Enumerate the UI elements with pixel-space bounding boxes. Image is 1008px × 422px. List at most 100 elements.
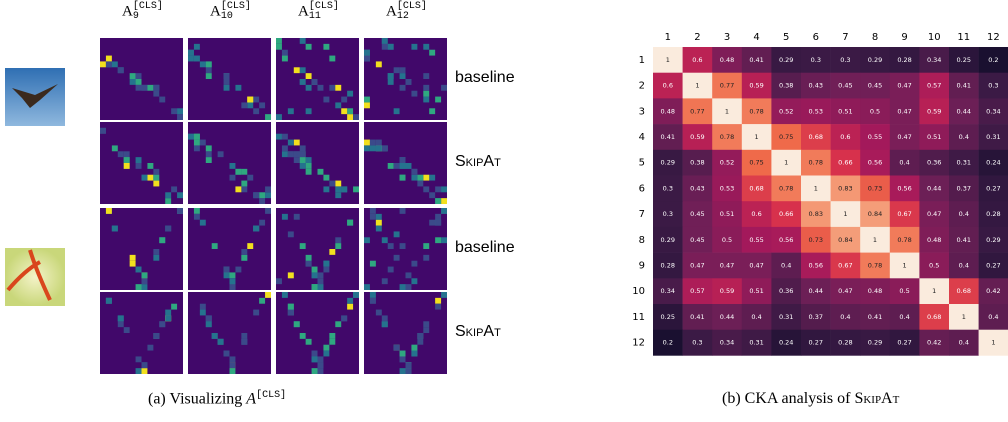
attention-cell: [299, 157, 306, 163]
cell-label: 0.47: [897, 133, 911, 141]
cell-label: 0.4: [959, 133, 969, 141]
x-tick-label: 6: [813, 32, 819, 43]
cell-label: 0.5: [722, 236, 732, 244]
cell: [978, 304, 1008, 330]
cell-label: 0.52: [720, 159, 734, 167]
cell: [801, 304, 831, 330]
cell: [919, 329, 950, 356]
attention-cell: [135, 266, 142, 273]
cell-label: 0.56: [897, 184, 911, 192]
attention-cell: [241, 254, 248, 261]
y-tick-label: 3: [639, 106, 645, 117]
x-tick-label: 7: [842, 32, 848, 43]
cell: [741, 278, 772, 305]
cell-label: 0.2: [988, 56, 998, 64]
header-base: A: [386, 3, 397, 20]
attention-cell: [335, 321, 342, 328]
attention-cell: [188, 55, 194, 62]
x-tick-label: 11: [957, 32, 970, 43]
cell-label: 0.5: [899, 287, 909, 295]
attention-cell: [193, 133, 200, 140]
cell: [860, 98, 891, 125]
cell: [919, 226, 950, 253]
cell: [741, 201, 772, 228]
attention-cell: [364, 145, 370, 152]
attention-cell: [276, 38, 282, 44]
attention-cell: [381, 237, 388, 244]
column-header: A [CLS] 12: [386, 2, 427, 22]
header-base: A: [210, 3, 221, 20]
attention-cell: [323, 96, 330, 103]
cell-label: 0.44: [720, 313, 734, 321]
attention-cell: [411, 43, 418, 50]
x-tick-label: 2: [694, 32, 700, 43]
attention-cell: [311, 350, 318, 357]
attention-cell: [281, 133, 288, 140]
attention-cell: [353, 186, 359, 193]
cell: [741, 226, 772, 253]
cell: [889, 149, 920, 176]
attention-cell: [259, 219, 266, 226]
attention-cell: [305, 338, 312, 345]
attention-cell: [423, 321, 430, 328]
cell-label: 0.25: [661, 313, 675, 321]
cell: [653, 98, 683, 125]
attention-cell: [217, 338, 224, 345]
attention-cell: [387, 79, 394, 85]
row-label: SkipAt: [455, 153, 501, 170]
attention-cell: [293, 213, 300, 220]
cell-label: 1: [666, 56, 670, 64]
cell-label: 0.31: [749, 339, 763, 347]
attention-cell: [265, 186, 271, 193]
attention-cell: [305, 260, 312, 267]
cell: [889, 329, 920, 356]
attention-cell: [129, 79, 136, 85]
attention-cell: [381, 278, 388, 285]
cell: [978, 175, 1008, 202]
cell-label: 1: [962, 313, 966, 321]
attention-cell: [387, 163, 394, 169]
cell: [682, 252, 713, 279]
cell-label: 0.44: [957, 107, 971, 115]
attention-cell: [423, 243, 430, 249]
attention-cell: [287, 303, 294, 310]
cell-label: 0.3: [663, 210, 673, 218]
cell-label: 0.24: [986, 159, 1000, 167]
attention-cell: [405, 368, 412, 374]
cell: [830, 201, 861, 228]
header-sub: 9: [132, 11, 139, 22]
attention-cell: [393, 67, 400, 74]
attention-cell: [153, 254, 160, 261]
attention-cell: [159, 96, 166, 103]
cell: [889, 252, 920, 279]
attention-cell: [259, 192, 266, 199]
cell-label: 0.27: [897, 339, 911, 347]
cell: [978, 149, 1008, 176]
cell-label: 0.29: [661, 159, 675, 167]
attention-cell: [387, 73, 394, 79]
cell: [771, 72, 802, 99]
attention-cell: [423, 90, 430, 97]
y-tick-label: 12: [632, 338, 645, 349]
cell: [860, 72, 891, 99]
attention-cell: [247, 243, 254, 249]
attention-cell: [435, 198, 442, 204]
cell-label: 0.3: [811, 56, 821, 64]
attention-cell: [423, 96, 430, 103]
attention-cell: [369, 213, 376, 220]
attention-cell: [287, 272, 294, 279]
cell: [682, 47, 713, 73]
cell: [712, 278, 743, 305]
cell: [830, 47, 861, 73]
attention-cell: [329, 84, 336, 91]
attention-cell: [405, 79, 412, 85]
attention-cell: [323, 266, 330, 273]
cell: [801, 226, 831, 253]
attention-cell: [375, 61, 382, 68]
cell-label: 0.6: [751, 210, 761, 218]
cell: [830, 252, 861, 279]
row-label: baseline: [455, 69, 515, 86]
attention-cell: [375, 139, 382, 146]
cell-label: 0.27: [986, 184, 1000, 192]
